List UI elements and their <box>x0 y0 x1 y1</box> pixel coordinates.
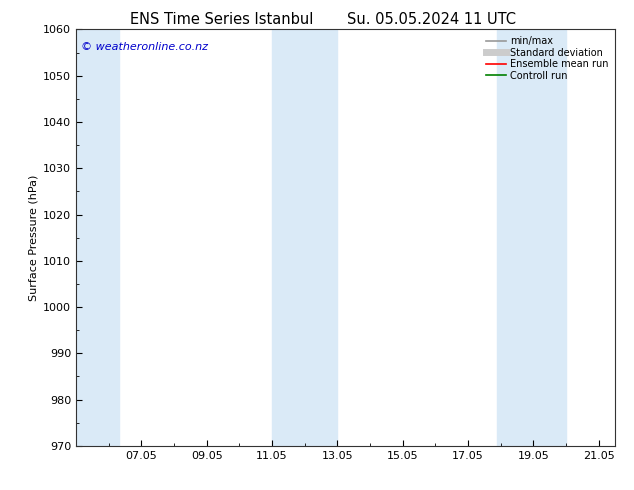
Legend: min/max, Standard deviation, Ensemble mean run, Controll run: min/max, Standard deviation, Ensemble me… <box>484 34 610 82</box>
Y-axis label: Surface Pressure (hPa): Surface Pressure (hPa) <box>29 174 39 301</box>
Text: ENS Time Series Istanbul: ENS Time Series Istanbul <box>130 12 314 27</box>
Text: © weatheronline.co.nz: © weatheronline.co.nz <box>81 42 209 52</box>
Bar <box>76 29 119 446</box>
Text: Su. 05.05.2024 11 UTC: Su. 05.05.2024 11 UTC <box>347 12 515 27</box>
Bar <box>272 29 337 446</box>
Bar <box>498 29 566 446</box>
